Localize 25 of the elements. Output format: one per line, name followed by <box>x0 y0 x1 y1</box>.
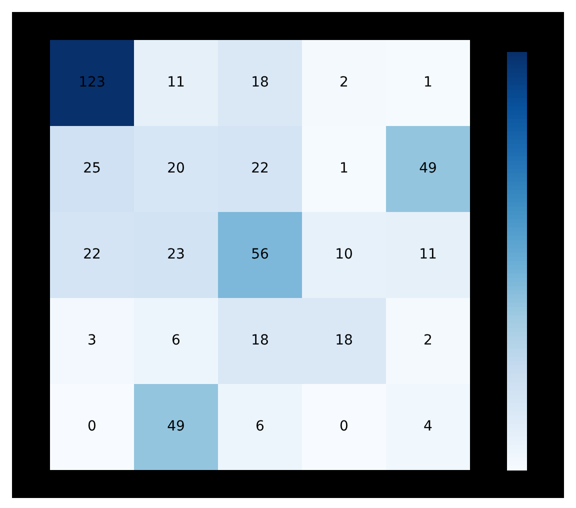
data-label: 11 <box>167 74 185 91</box>
data-label: 6 <box>256 418 265 435</box>
data-label: 18 <box>251 332 269 349</box>
data-label: 1 <box>340 160 348 177</box>
data-label: 18 <box>251 74 269 91</box>
data-label: 4 <box>424 418 433 435</box>
data-label: 56 <box>251 246 269 263</box>
data-label: 18 <box>335 332 353 349</box>
data-label: 3 <box>88 332 96 349</box>
data-label: 49 <box>167 418 185 435</box>
data-label: 2 <box>340 74 348 91</box>
data-label: 0 <box>340 418 348 435</box>
data-label: 49 <box>419 160 437 177</box>
data-label: 2 <box>424 332 432 349</box>
data-label: 1 <box>424 74 432 91</box>
data-label: 6 <box>172 332 181 349</box>
data-label: 23 <box>167 246 185 263</box>
data-label: 25 <box>83 160 101 177</box>
data-label: 10 <box>335 246 353 263</box>
data-label: 20 <box>167 160 185 177</box>
data-label: 22 <box>251 160 269 177</box>
data-label: 0 <box>88 418 96 435</box>
data-label: 22 <box>83 246 101 263</box>
data-label: 11 <box>419 246 437 263</box>
data-label: 123 <box>78 74 106 91</box>
